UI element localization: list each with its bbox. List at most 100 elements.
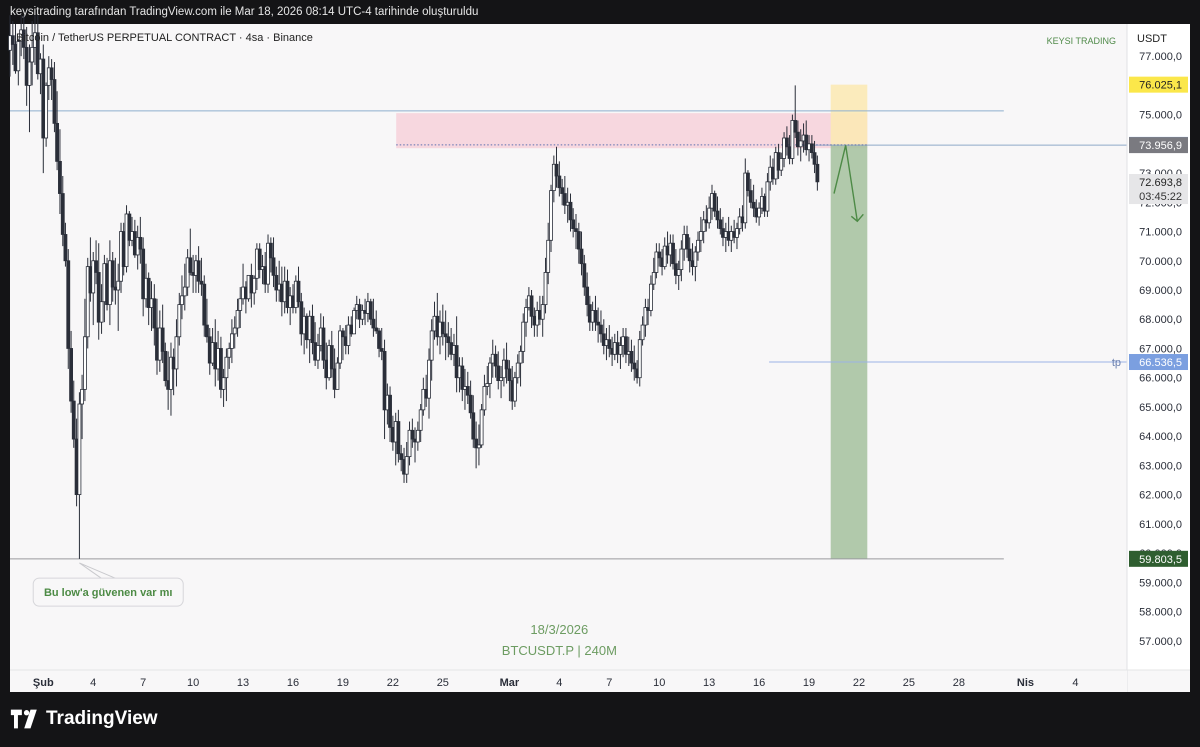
candle[interactable] [396, 409, 401, 463]
candle[interactable] [404, 442, 409, 483]
candle[interactable] [607, 325, 612, 358]
candle[interactable] [504, 342, 509, 384]
candle[interactable] [427, 348, 431, 419]
candle[interactable] [599, 310, 603, 343]
candle[interactable] [546, 222, 551, 285]
candle[interactable] [809, 135, 814, 159]
candle[interactable] [757, 202, 762, 226]
candle[interactable] [521, 313, 526, 364]
candle[interactable] [735, 222, 739, 250]
candle[interactable] [252, 275, 257, 305]
candle[interactable] [468, 380, 473, 419]
candle[interactable] [557, 161, 562, 197]
candle[interactable] [219, 336, 223, 399]
candle[interactable] [779, 152, 784, 176]
candle[interactable] [485, 366, 490, 396]
candle[interactable] [58, 129, 62, 214]
candle[interactable] [329, 330, 334, 378]
candle[interactable] [35, 15, 40, 80]
candle[interactable] [374, 310, 379, 334]
candle[interactable] [654, 243, 659, 279]
candle[interactable] [624, 328, 628, 364]
candle[interactable] [49, 59, 54, 100]
candle[interactable] [671, 234, 675, 270]
candle[interactable] [335, 357, 340, 390]
candle[interactable] [696, 231, 700, 261]
candle[interactable] [662, 237, 667, 270]
candle[interactable] [479, 404, 484, 448]
candle[interactable] [554, 146, 559, 188]
candle[interactable] [266, 234, 270, 293]
candle[interactable] [579, 231, 584, 276]
candle[interactable] [460, 357, 465, 402]
candle[interactable] [202, 275, 207, 337]
candle[interactable] [127, 211, 132, 247]
candle[interactable] [698, 216, 703, 252]
time-axis-panel[interactable] [10, 670, 1127, 692]
candle[interactable] [601, 319, 606, 355]
candle[interactable] [540, 295, 545, 337]
candle[interactable] [651, 257, 656, 290]
candle[interactable] [285, 269, 290, 314]
candle[interactable] [316, 333, 320, 369]
candle[interactable] [815, 155, 820, 191]
candle[interactable] [507, 360, 512, 402]
candle[interactable] [371, 298, 376, 337]
candle[interactable] [10, 21, 15, 65]
candle[interactable] [529, 290, 534, 328]
candle[interactable] [268, 237, 273, 273]
candle[interactable] [715, 196, 720, 229]
candle[interactable] [341, 328, 345, 361]
candle[interactable] [685, 225, 689, 258]
candle[interactable] [274, 266, 279, 302]
candle[interactable] [440, 304, 445, 346]
candle[interactable] [632, 345, 637, 381]
candle[interactable] [221, 368, 226, 407]
candle[interactable] [52, 62, 57, 133]
candle[interactable] [751, 184, 756, 217]
candle[interactable] [368, 298, 373, 326]
candle[interactable] [585, 272, 590, 317]
candle[interactable] [321, 316, 326, 369]
candle[interactable] [429, 319, 434, 381]
candle[interactable] [443, 310, 448, 361]
candle[interactable] [812, 140, 817, 174]
candle[interactable] [712, 190, 717, 217]
candle[interactable] [524, 298, 528, 337]
candle[interactable] [499, 366, 503, 399]
candle[interactable] [512, 371, 517, 407]
candle[interactable] [232, 316, 237, 349]
candle[interactable] [71, 380, 76, 448]
candle[interactable] [227, 342, 232, 369]
candle[interactable] [205, 298, 209, 343]
candle[interactable] [116, 263, 121, 331]
candle[interactable] [163, 342, 168, 387]
candle[interactable] [488, 357, 492, 399]
candle[interactable] [30, 21, 35, 86]
candle[interactable] [687, 237, 692, 273]
candle[interactable] [790, 114, 795, 165]
candle[interactable] [55, 91, 60, 171]
candle[interactable] [568, 193, 573, 232]
candle[interactable] [746, 170, 750, 197]
candle[interactable] [99, 284, 104, 334]
candle[interactable] [235, 298, 240, 337]
candle[interactable] [94, 240, 98, 285]
candle[interactable] [141, 237, 146, 317]
candle[interactable] [21, 15, 26, 60]
candle[interactable] [310, 304, 315, 355]
candle[interactable] [174, 319, 179, 387]
candle[interactable] [418, 404, 423, 442]
candle[interactable] [593, 295, 598, 331]
candle[interactable] [96, 243, 101, 340]
candle[interactable] [296, 266, 301, 308]
candle[interactable] [152, 284, 157, 346]
candle[interactable] [196, 246, 201, 293]
candle[interactable] [338, 325, 343, 369]
candle[interactable] [435, 292, 440, 346]
candle[interactable] [27, 44, 32, 133]
candle[interactable] [180, 275, 184, 320]
candle[interactable] [718, 208, 723, 235]
candle[interactable] [748, 178, 753, 209]
candle[interactable] [80, 374, 84, 440]
